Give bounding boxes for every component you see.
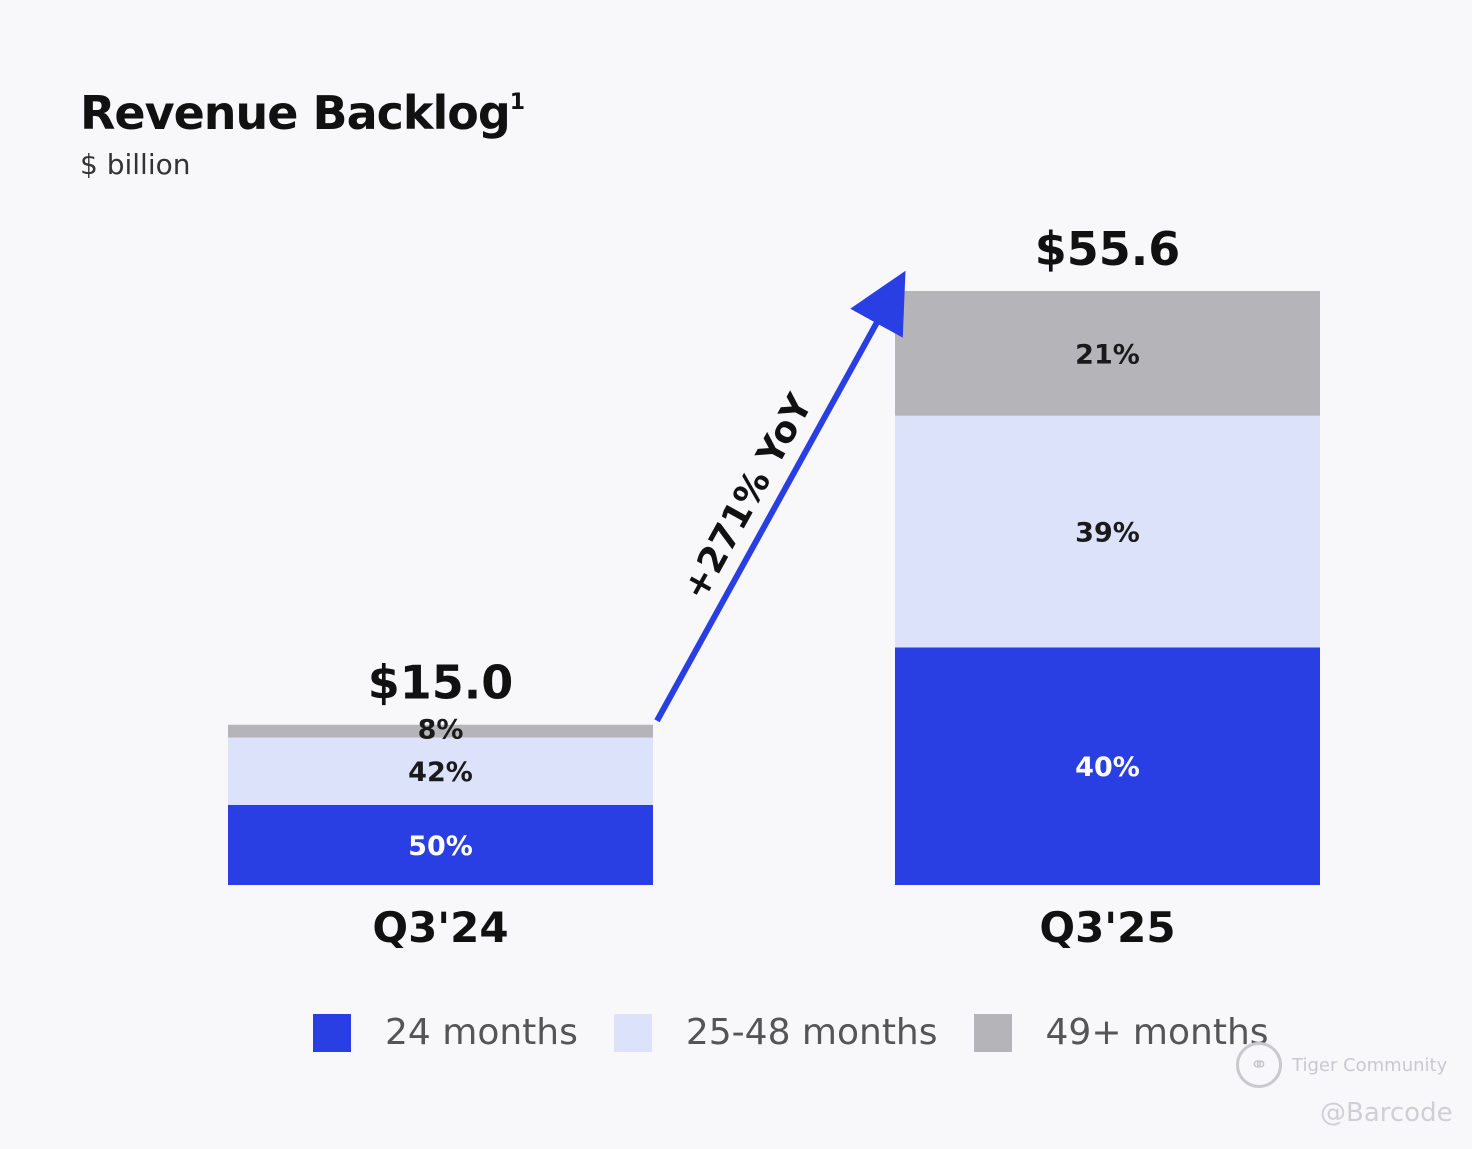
footnote-mark: 1 [509,89,525,115]
yoy-growth-annotation: +271% YoY [675,387,821,607]
segment-label-49-plus-months-q3-25: 21% [1075,339,1140,370]
chart-title: Revenue Backlog1 [80,86,525,140]
legend-item-25-48-months: 25-48 months [613,1012,938,1053]
bar-segment-24-months-q3-24 [228,804,653,885]
total-label-q3-25: $55.6 [1035,222,1181,276]
segment-label-24-months-q3-24: 50% [408,831,473,862]
bar-segment-49-plus-months-q3-24 [228,724,653,738]
segment-label-49-plus-months-q3-24: 8% [418,715,464,746]
legend-item-24-months: 24 months [313,1012,578,1053]
legend-label-25-48-months: 25-48 months [685,1012,938,1053]
segment-label-25-48-months-q3-24: 42% [408,757,473,788]
category-label-q3-24: Q3'24 [372,903,508,952]
segment-label-25-48-months-q3-25: 39% [1075,518,1140,549]
segment-label-24-months-q3-25: 40% [1075,752,1140,783]
legend-item-49-plus-months: 49+ months [973,1012,1269,1053]
legend-label-49-plus-months: 49+ months [1045,1012,1269,1053]
legend-swatch-25-48-months [613,1013,652,1052]
legend-swatch-24-months [313,1013,351,1052]
bar-segment-25-48-months-q3-24 [228,737,653,805]
yoy-growth-arrow [654,270,906,723]
chart-unit-label: $ billion [80,148,191,181]
watermark-handle: @Barcode [1320,1098,1453,1128]
stacked-bar-chart: 50% 42% 8% $15.0 Q3'24 40% 39% 21% $55.6 Q3'25 +2… [228,222,1320,952]
bar-segment-24-months-q3-25 [895,647,1320,885]
legend-swatch-49-plus-months [973,1013,1012,1052]
bar-segment-25-48-months-q3-25 [895,415,1320,648]
total-label-q3-24: $15.0 [368,656,514,710]
bar-segment-49-plus-months-q3-25 [895,291,1320,416]
tiger-logo-icon: ⚭ [1236,1042,1282,1088]
legend: 24 months 25-48 months 49+ months [313,1012,1305,1053]
watermark-brand: ⚭ Tiger Community [1236,1042,1447,1088]
watermark-brand-text: Tiger Community [1292,1054,1448,1076]
chart-title-text: Revenue Backlog [80,86,511,140]
legend-label-24-months: 24 months [385,1012,578,1053]
category-label-q3-25: Q3'25 [1039,903,1175,952]
